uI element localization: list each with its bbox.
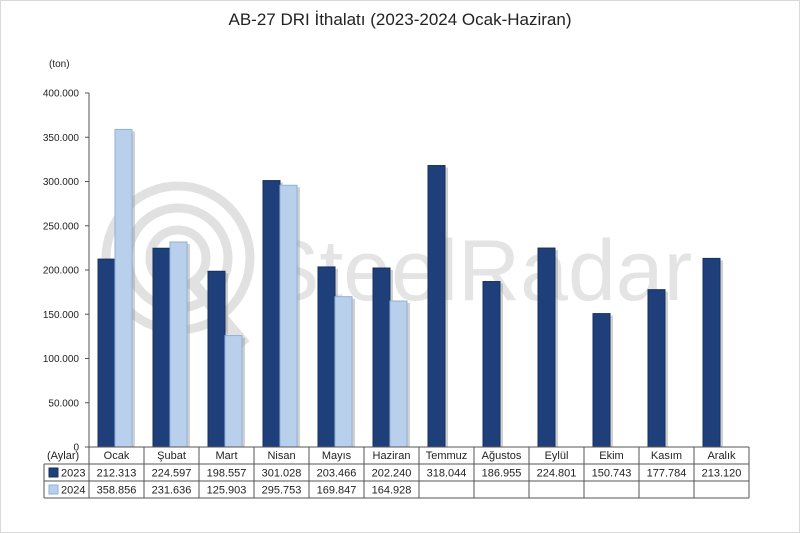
bar-2024-4 — [334, 296, 353, 448]
legend-swatch-2024 — [48, 484, 59, 495]
category-label: Eylül — [545, 450, 569, 462]
category-label: Kasım — [651, 450, 682, 462]
y-tick-label: 100.000 — [43, 354, 80, 365]
data-label-2024: 295.753 — [262, 485, 302, 497]
data-label-2024: 125.903 — [207, 485, 247, 497]
data-label-2023: 318.044 — [427, 468, 467, 480]
data-label-2023: 213.120 — [702, 468, 742, 480]
legend-swatch-2023 — [48, 467, 59, 478]
category-label: Haziran — [373, 450, 411, 462]
data-label-2024: 231.636 — [152, 485, 192, 497]
bar-2024-5 — [389, 300, 408, 448]
data-label-2023: 224.801 — [537, 468, 577, 480]
y-tick-label: 350.000 — [43, 133, 80, 144]
bar-2023-8 — [537, 247, 556, 448]
bar-2023-4 — [317, 266, 336, 448]
bar-2023-5 — [372, 267, 391, 448]
category-label: Temmuz — [426, 450, 468, 462]
bar-2024-1 — [169, 241, 188, 448]
legend-label-2023: 2023 — [61, 468, 85, 480]
bar-2023-2 — [207, 270, 226, 448]
bar-2023-3 — [262, 180, 281, 448]
table-row-header: (Aylar) — [47, 450, 79, 462]
bar-2023-6 — [427, 165, 446, 448]
category-label: Mart — [216, 450, 238, 462]
bar-2024-3 — [279, 184, 298, 448]
category-label: Ekim — [599, 450, 623, 462]
bar-2024-0 — [114, 128, 133, 448]
category-label: Ocak — [104, 450, 130, 462]
bar-2023-10 — [647, 289, 666, 448]
data-label-2023: 212.313 — [97, 468, 137, 480]
chart-title: AB-27 DRI İthalatı (2023-2024 Ocak-Hazir… — [229, 10, 572, 29]
data-label-2024: 169.847 — [317, 485, 357, 497]
category-label: Mayıs — [322, 450, 352, 462]
y-tick-label: 150.000 — [43, 310, 80, 321]
data-label-2024: 164.928 — [372, 485, 412, 497]
y-tick-label: 0 — [73, 443, 79, 454]
y-tick-label: 200.000 — [43, 266, 80, 277]
data-label-2023: 177.784 — [647, 468, 687, 480]
bar-2023-7 — [482, 281, 501, 448]
category-label: Nisan — [267, 450, 295, 462]
legend-label-2024: 2024 — [61, 485, 85, 497]
category-label: Şubat — [157, 450, 186, 462]
bar-2024-2 — [224, 335, 243, 448]
data-label-2023: 150.743 — [592, 468, 632, 480]
data-label-2023: 186.955 — [482, 468, 522, 480]
y-axis-label: (ton) — [49, 59, 70, 70]
y-tick-label: 300.000 — [43, 177, 80, 188]
data-label-2023: 224.597 — [152, 468, 192, 480]
bar-2023-11 — [702, 257, 721, 448]
bar-2023-0 — [97, 258, 116, 448]
y-tick-label: 400.000 — [43, 89, 80, 100]
bar-2023-9 — [592, 313, 611, 448]
data-label-2023: 202.240 — [372, 468, 412, 480]
data-label-2023: 301.028 — [262, 468, 302, 480]
y-tick-label: 250.000 — [43, 221, 80, 232]
category-label: Aralık — [707, 450, 736, 462]
y-tick-label: 50.000 — [48, 398, 79, 409]
category-label: Ağustos — [482, 450, 522, 462]
data-label-2023: 203.466 — [317, 468, 357, 480]
data-label-2023: 198.557 — [207, 468, 247, 480]
data-label-2024: 358.856 — [97, 485, 137, 497]
bar-2023-1 — [152, 247, 171, 448]
